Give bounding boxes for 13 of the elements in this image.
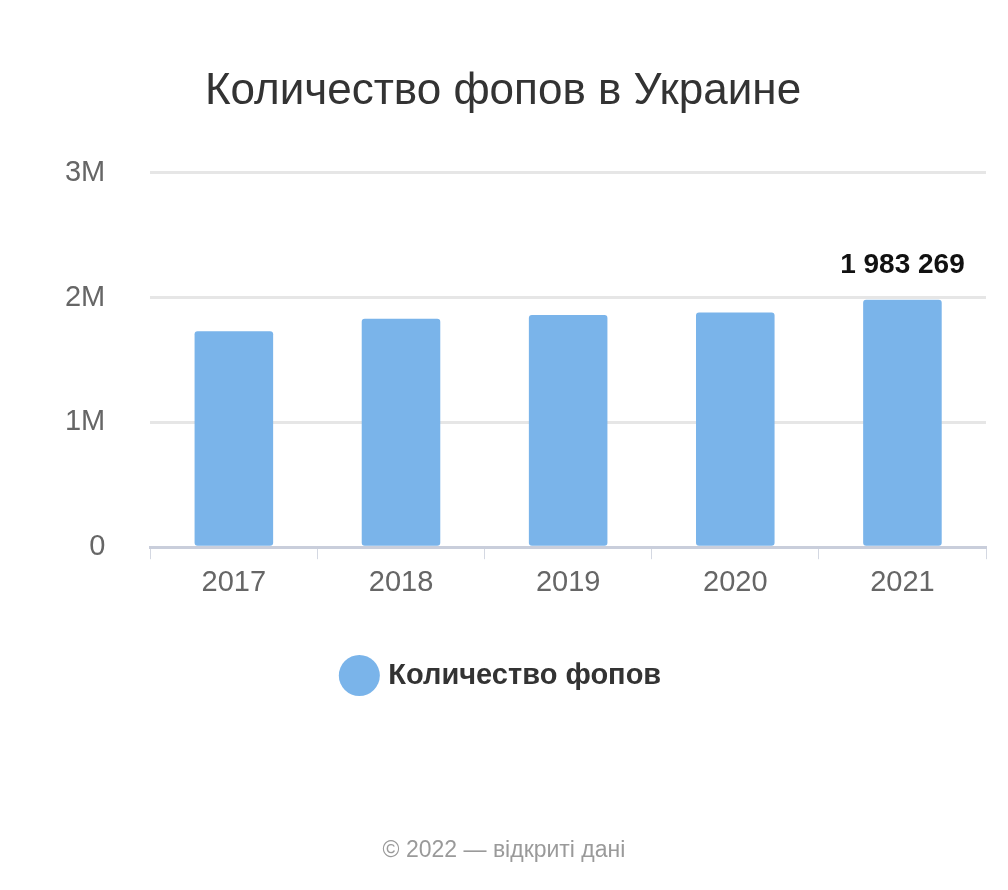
x-tick-label: 2017 xyxy=(201,564,267,597)
x-tick-label: 2019 xyxy=(535,564,601,597)
chart-title: Количество фопов в Украине xyxy=(204,63,802,113)
x-tick-label: 2021 xyxy=(870,564,935,597)
y-tick-label: 0 xyxy=(89,529,106,562)
data-label: 1 983 269 xyxy=(840,248,965,280)
x-tick-label: 2020 xyxy=(703,564,768,597)
y-tick-label: 3M xyxy=(64,154,106,187)
y-tick-label: 1M xyxy=(64,404,106,437)
legend-label: Количество фопов xyxy=(388,657,662,690)
y-tick-label: 2M xyxy=(64,279,106,312)
text: © 2022 — відкриті дані xyxy=(381,836,627,863)
x-tick-label: 2018 xyxy=(368,564,434,597)
